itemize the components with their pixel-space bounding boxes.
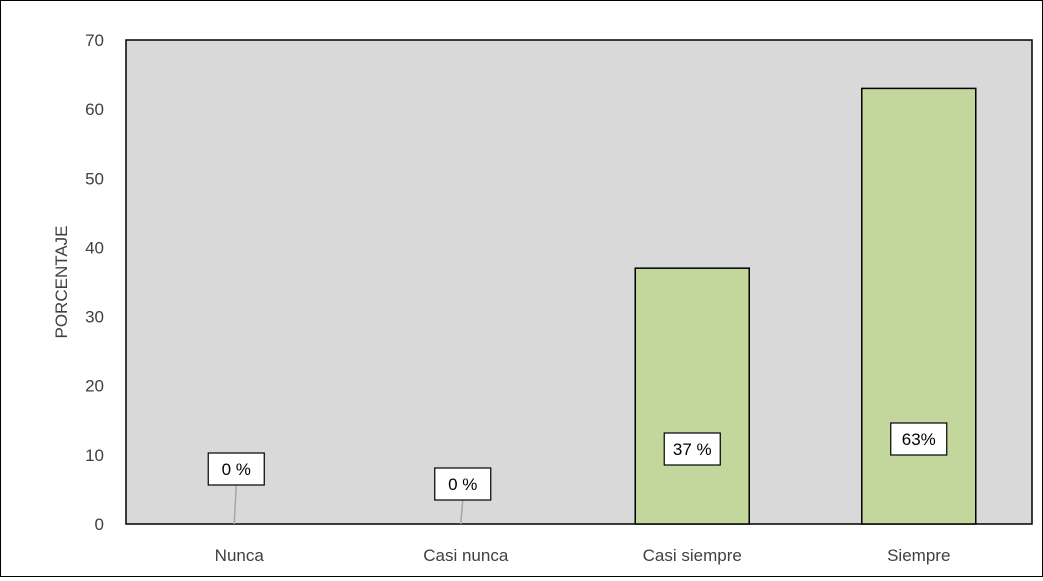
data-label: 0 % <box>222 460 251 479</box>
leader-line <box>233 484 237 525</box>
data-label-box <box>890 422 948 456</box>
y-tick-label: 50 <box>85 169 104 188</box>
data-label-box <box>663 432 721 466</box>
y-tick-label: 20 <box>85 377 104 396</box>
y-tick-label: 10 <box>85 446 104 465</box>
y-tick-label: 0 <box>95 515 104 534</box>
y-tick-label: 70 <box>85 31 104 50</box>
x-category-label: Nunca <box>215 546 265 565</box>
y-tick-label: 60 <box>85 100 104 119</box>
data-label-box <box>207 452 265 486</box>
y-tick-label: 30 <box>85 308 104 327</box>
x-category-label: Siempre <box>887 546 950 565</box>
y-tick-label: 40 <box>85 238 104 257</box>
y-axis-ticks: 0 10 20 30 40 50 60 70 <box>85 31 104 534</box>
x-category-label: Casi siempre <box>643 546 742 565</box>
data-labels: 0 % 0 % 37 % 63% <box>207 422 948 501</box>
bar <box>861 87 977 525</box>
bar <box>634 267 750 525</box>
data-label: 0 % <box>448 475 477 494</box>
data-label: 37 % <box>673 440 712 459</box>
leader-lines <box>233 484 464 525</box>
y-axis-title: PORCENTAJE <box>52 225 71 338</box>
leader-line <box>460 499 464 525</box>
x-category-label: Casi nunca <box>423 546 509 565</box>
data-label-box <box>434 467 492 501</box>
x-axis-categories: Nunca Casi nunca Casi siempre Siempre <box>215 546 951 565</box>
data-label: 63% <box>902 430 936 449</box>
